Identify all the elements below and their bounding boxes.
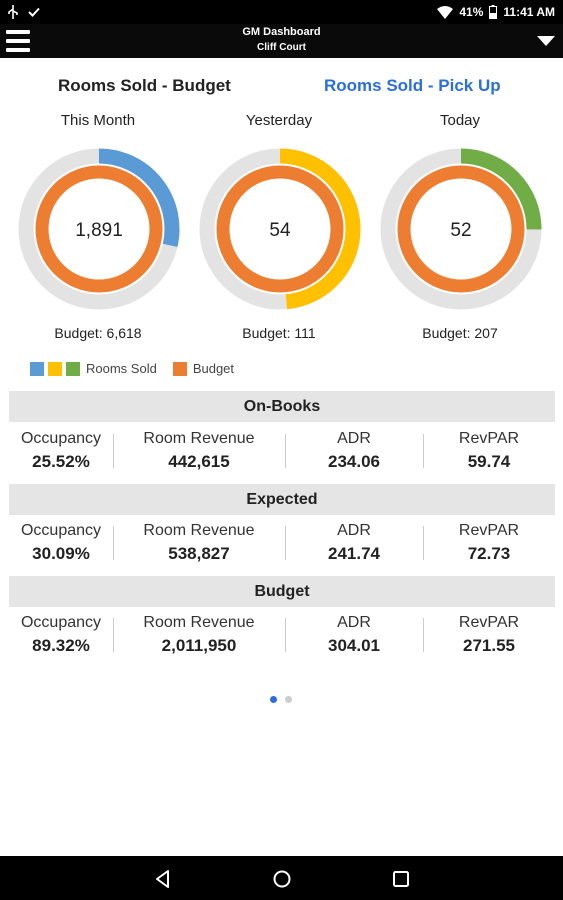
gauge-budget-this-month: Budget: 6,618	[54, 325, 142, 341]
budget-ring	[397, 165, 525, 293]
stat-value: 72.73	[467, 544, 511, 563]
stat-label: ADR	[337, 614, 371, 631]
app-title-block: GM Dashboard Cliff Court	[0, 25, 563, 55]
stat-value: 271.55	[463, 636, 515, 655]
stat-label: RevPAR	[458, 522, 520, 539]
gauge-center-value: 52	[450, 220, 471, 241]
stat-label: Occupancy	[20, 522, 102, 539]
stat-room-revenue: Room Revenue 2,011,950	[113, 608, 285, 666]
stat-label: RevPAR	[458, 614, 520, 631]
stat-adr: ADR 241.74	[285, 516, 423, 574]
stats-row-budget: Occupancy 89.32% Room Revenue 2,011,950 AD…	[9, 608, 555, 666]
stat-label: Occupancy	[20, 614, 102, 631]
rooms-sold-arc	[279, 148, 361, 310]
legend-rooms-sold: Rooms Sold	[86, 361, 157, 376]
stat-label: Room Revenue	[143, 522, 255, 539]
legend-swatch-yellow	[48, 361, 62, 376]
check-icon	[28, 7, 40, 17]
menu-icon[interactable]	[6, 28, 30, 54]
gauge-label-this-month: This Month	[60, 112, 136, 129]
page-indicator	[270, 696, 292, 703]
stat-label: Room Revenue	[143, 430, 255, 447]
stat-occupancy: Occupancy 30.09%	[9, 516, 113, 574]
stat-room-revenue: Room Revenue 442,615	[113, 424, 285, 482]
stat-label: ADR	[337, 522, 371, 539]
stat-value: 89.32%	[32, 636, 90, 655]
stat-revpar: RevPAR 59.74	[423, 424, 555, 482]
tab-rooms-sold-pick-up[interactable]: Rooms Sold - Pick Up	[324, 76, 501, 95]
stat-revpar: RevPAR 72.73	[423, 516, 555, 574]
stat-value: 241.74	[328, 544, 380, 563]
app-title: GM Dashboard	[242, 26, 321, 38]
stat-label: RevPAR	[458, 430, 520, 447]
donut-today[interactable]: 52	[378, 146, 544, 312]
battery-percent: 41%	[459, 5, 484, 19]
stat-adr: ADR 304.01	[285, 608, 423, 666]
dropdown-arrow-icon[interactable]	[537, 36, 555, 46]
stat-value: 30.09%	[32, 544, 90, 563]
wifi-icon	[437, 5, 454, 19]
rooms-sold-arc	[460, 148, 542, 230]
stat-value: 538,827	[168, 544, 230, 563]
stat-label: Room Revenue	[143, 614, 255, 631]
donut-this-month[interactable]: 1,891	[16, 146, 182, 312]
gauge-label-yesterday: Yesterday	[245, 112, 313, 129]
stat-value: 234.06	[328, 452, 380, 471]
status-bar: 41% 11:41 AM	[0, 0, 563, 24]
stat-occupancy: Occupancy 89.32%	[9, 608, 113, 666]
gauge-center-value: 54	[269, 220, 291, 241]
clock: 11:41 AM	[503, 5, 555, 19]
stat-value: 442,615	[168, 452, 230, 471]
app-bar: GM Dashboard Cliff Court	[0, 24, 563, 58]
stat-label: ADR	[337, 430, 371, 447]
page-dot-active[interactable]	[270, 696, 277, 703]
system-nav-bar	[0, 856, 563, 900]
battery-icon	[489, 5, 498, 19]
property-name: Cliff Court	[257, 42, 306, 53]
gauge-center-value: 1,891	[75, 220, 123, 241]
back-icon[interactable]	[152, 868, 174, 890]
rooms-sold-arc	[98, 148, 180, 248]
stat-label: Occupancy	[20, 430, 102, 447]
gauge-budget-today: Budget: 207	[422, 325, 498, 341]
stat-occupancy: Occupancy 25.52%	[9, 424, 113, 482]
tab-rooms-sold-budget[interactable]: Rooms Sold - Budget	[58, 76, 231, 95]
stat-value: 25.52%	[32, 452, 90, 471]
recents-icon[interactable]	[390, 868, 412, 890]
stat-value: 304.01	[328, 636, 380, 655]
chart-legend: Rooms Sold Budget	[30, 361, 250, 376]
gauge-label-today: Today	[439, 112, 481, 129]
stat-value: 59.74	[467, 452, 511, 471]
section-header-expected: Expected	[9, 484, 555, 515]
stat-room-revenue: Room Revenue 538,827	[113, 516, 285, 574]
legend-swatch-blue	[30, 361, 44, 376]
legend-swatch-green	[66, 361, 80, 376]
donut-yesterday[interactable]: 54	[197, 146, 363, 312]
budget-ring	[35, 165, 163, 293]
stat-value: 2,011,950	[161, 636, 237, 655]
stat-adr: ADR 234.06	[285, 424, 423, 482]
chart-tabs: Rooms Sold - Budget Rooms Sold - Pick Up	[0, 76, 563, 100]
legend-budget: Budget	[192, 361, 235, 376]
home-icon[interactable]	[271, 868, 293, 890]
section-header-budget: Budget	[9, 576, 555, 607]
stats-row-expected: Occupancy 30.09% Room Revenue 538,827 ADR 2…	[9, 516, 555, 574]
page-dot[interactable]	[285, 696, 292, 703]
stat-revpar: RevPAR 271.55	[423, 608, 555, 666]
section-header-on-books: On-Books	[9, 391, 555, 422]
budget-ring	[216, 165, 344, 293]
stats-row-on-books: Occupancy 25.52% Room Revenue 442,615 ADR 2…	[9, 424, 555, 482]
usb-icon	[8, 5, 18, 19]
gauge-budget-yesterday: Budget: 111	[242, 325, 316, 341]
legend-swatch-orange	[172, 361, 187, 376]
